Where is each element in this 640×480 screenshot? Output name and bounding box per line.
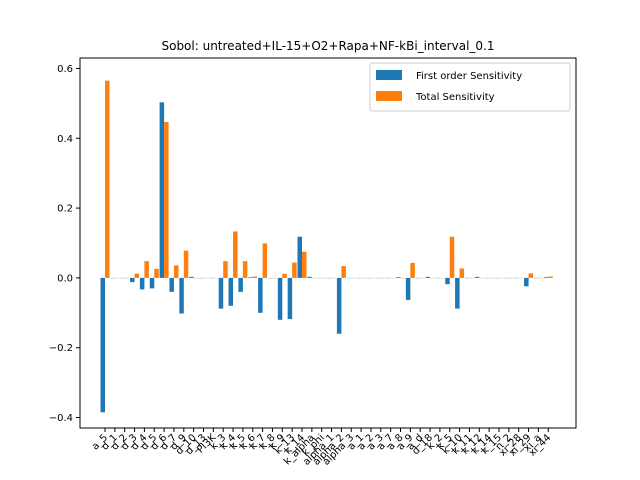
bar-first-order — [149, 277, 155, 289]
bar-total — [410, 262, 415, 278]
bar-first-order — [159, 102, 165, 278]
bar-total — [528, 273, 534, 278]
y-tick-label: −0.2 — [49, 343, 73, 354]
bar-total — [252, 276, 258, 278]
y-tick-label: 0.6 — [57, 64, 73, 75]
bar-first-order — [100, 277, 105, 413]
bar-first-order — [445, 277, 450, 285]
bar-first-order — [238, 277, 243, 292]
bar-total — [173, 265, 179, 278]
bar-total — [341, 266, 346, 278]
axes-frame — [79, 57, 577, 429]
bar-first-order — [277, 277, 283, 320]
bar-total — [242, 261, 248, 278]
bar-first-order — [474, 276, 480, 278]
bar-total — [449, 236, 455, 278]
bar-first-order — [218, 277, 224, 309]
bar-first-order — [130, 277, 135, 283]
bar-total — [548, 276, 553, 278]
chart-title: Sobol: untreated+IL-15+O2+Rapa+NF-kBi_in… — [161, 39, 494, 53]
bar-first-order — [297, 236, 302, 278]
bar-first-order — [336, 277, 342, 334]
legend-label-total: Total Sensitivity — [415, 92, 495, 103]
bar-first-order — [139, 277, 145, 290]
bar-first-order — [169, 277, 174, 292]
bar-first-order — [228, 277, 234, 306]
bar-first-order — [524, 277, 529, 287]
y-tick-label: 0.0 — [57, 273, 73, 284]
legend-box — [369, 62, 571, 112]
bar-first-order — [307, 276, 312, 278]
legend-swatch-first-order — [376, 70, 402, 80]
bar-first-order — [425, 276, 431, 278]
y-tick-label: −0.4 — [49, 413, 73, 424]
bar-first-order — [543, 277, 549, 278]
bar-total — [164, 121, 169, 278]
legend-swatch-total — [376, 91, 402, 101]
bar-total — [262, 243, 268, 278]
bar-first-order — [287, 277, 293, 320]
bar-total — [292, 262, 297, 278]
bar-total — [154, 268, 159, 278]
legend: First order Sensitivity Total Sensitivit… — [369, 62, 571, 112]
bar-total — [282, 273, 287, 278]
y-axis-ticks: −0.4 −0.2 0.0 0.2 0.4 0.6 — [49, 64, 80, 424]
bar-first-order — [258, 277, 263, 313]
bar-total — [105, 80, 110, 278]
bar-total — [302, 251, 307, 278]
y-tick-label: 0.2 — [57, 204, 73, 215]
bar-total — [144, 261, 149, 278]
bars-group — [100, 80, 553, 413]
bar-first-order — [396, 277, 401, 278]
y-tick-label: 0.4 — [57, 134, 73, 145]
bar-total — [183, 250, 189, 278]
bar-first-order — [248, 277, 253, 278]
bar-first-order — [405, 277, 411, 300]
bar-first-order — [179, 277, 184, 314]
bar-total — [233, 231, 238, 278]
bar-total — [134, 273, 140, 278]
bar-total — [459, 268, 465, 278]
legend-label-first-order: First order Sensitivity — [416, 71, 522, 82]
bar-first-order — [189, 276, 194, 278]
bar-first-order — [455, 277, 460, 309]
bar-total — [223, 261, 228, 278]
